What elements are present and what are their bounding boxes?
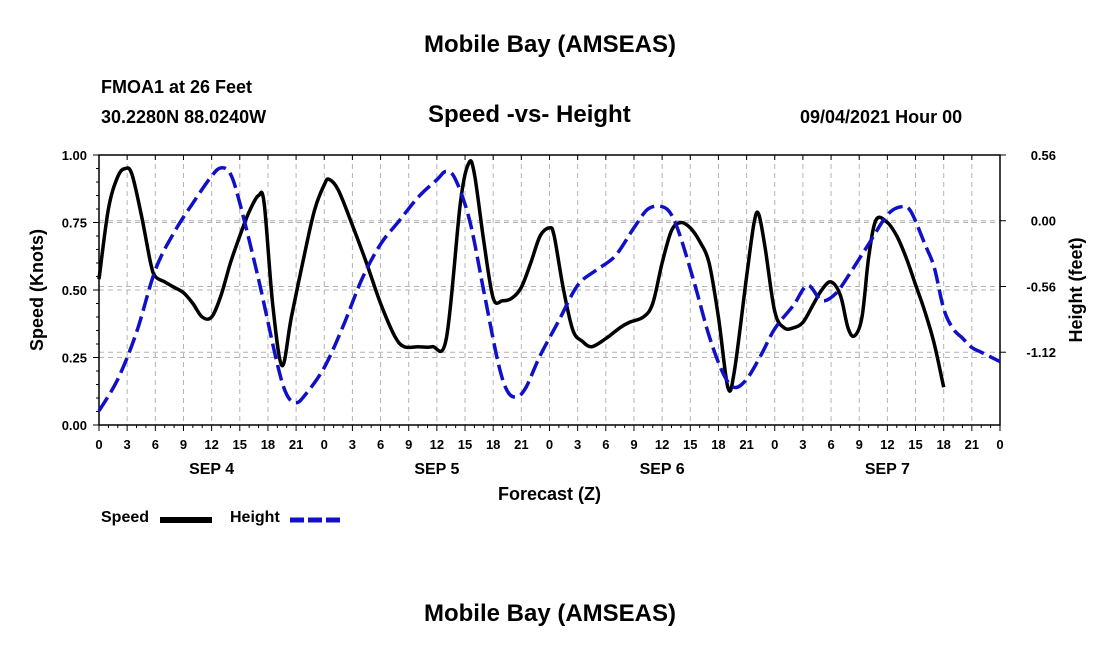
day-label: SEP 6 (640, 461, 685, 478)
x-tick-label: 0 (546, 437, 553, 452)
x-tick-label: 15 (908, 437, 922, 452)
x-tick-label: 21 (965, 437, 979, 452)
x-tick-label: 18 (711, 437, 725, 452)
x-axis-title: Forecast (Z) (498, 484, 601, 504)
x-tick-label: 15 (683, 437, 697, 452)
x-tick-label: 15 (458, 437, 472, 452)
y2-tick-label: -0.56 (1026, 279, 1056, 294)
main-title: Mobile Bay (AMSEAS) (423, 31, 677, 58)
y-tick-label: 0.75 (62, 216, 87, 231)
legend-height-label: Height (230, 509, 280, 526)
day-label: SEP 4 (189, 461, 234, 478)
station-name: FMOA1 at 26 Feet (101, 77, 253, 97)
x-tick-label: 0 (95, 437, 102, 452)
height-series-line (97, 166, 1001, 412)
x-tick-label: 6 (602, 437, 609, 452)
y2-tick-label: -1.12 (1026, 345, 1056, 360)
day-label: SEP 7 (865, 461, 910, 478)
x-tick-label: 18 (486, 437, 500, 452)
y2-tick-label: 0.56 (1031, 148, 1056, 163)
x-tick-label: 12 (204, 437, 218, 452)
chart-subtitle: Speed -vs- Height (428, 101, 631, 128)
station-coordinates: 30.2280N 88.0240W (101, 107, 267, 127)
x-tick-label: 9 (405, 437, 412, 452)
legend-speed-label: Speed (101, 509, 150, 526)
x-tick-label: 3 (574, 437, 581, 452)
x-tick-label: 15 (233, 437, 247, 452)
y-tick-label: 0.50 (62, 283, 87, 298)
x-tick-label: 3 (124, 437, 131, 452)
x-tick-label: 21 (514, 437, 528, 452)
x-tick-label: 0 (771, 437, 778, 452)
footer-title: Mobile Bay (AMSEAS) (423, 600, 677, 627)
x-tick-label: 3 (799, 437, 806, 452)
y-tick-label: 0.25 (62, 351, 87, 366)
x-tick-label: 9 (180, 437, 187, 452)
x-tick-label: 9 (856, 437, 863, 452)
speed-series-line (97, 159, 946, 393)
x-tick-label: 12 (880, 437, 894, 452)
x-tick-label: 12 (430, 437, 444, 452)
y-tick-label: 0.00 (62, 418, 87, 433)
legend-speed-swatch (160, 517, 212, 523)
y2-axis-title: Height (feet) (1066, 238, 1086, 343)
x-tick-label: 0 (996, 437, 1003, 452)
x-tick-label: 12 (655, 437, 669, 452)
x-tick-label: 9 (630, 437, 637, 452)
x-tick-label: 18 (936, 437, 950, 452)
x-tick-label: 6 (152, 437, 159, 452)
x-tick-label: 18 (261, 437, 275, 452)
y-tick-label: 1.00 (62, 148, 87, 163)
day-label: SEP 5 (414, 461, 459, 478)
x-tick-label: 6 (377, 437, 384, 452)
x-tick-label: 0 (321, 437, 328, 452)
x-tick-label: 21 (289, 437, 303, 452)
model-run-time: 09/04/2021 Hour 00 (800, 107, 963, 127)
y-axis-title: Speed (Knots) (27, 229, 47, 351)
x-tick-label: 21 (739, 437, 753, 452)
legend-height-swatch (290, 517, 342, 523)
y2-tick-label: 0.00 (1031, 214, 1056, 229)
x-tick-label: 3 (349, 437, 356, 452)
x-tick-label: 6 (827, 437, 834, 452)
